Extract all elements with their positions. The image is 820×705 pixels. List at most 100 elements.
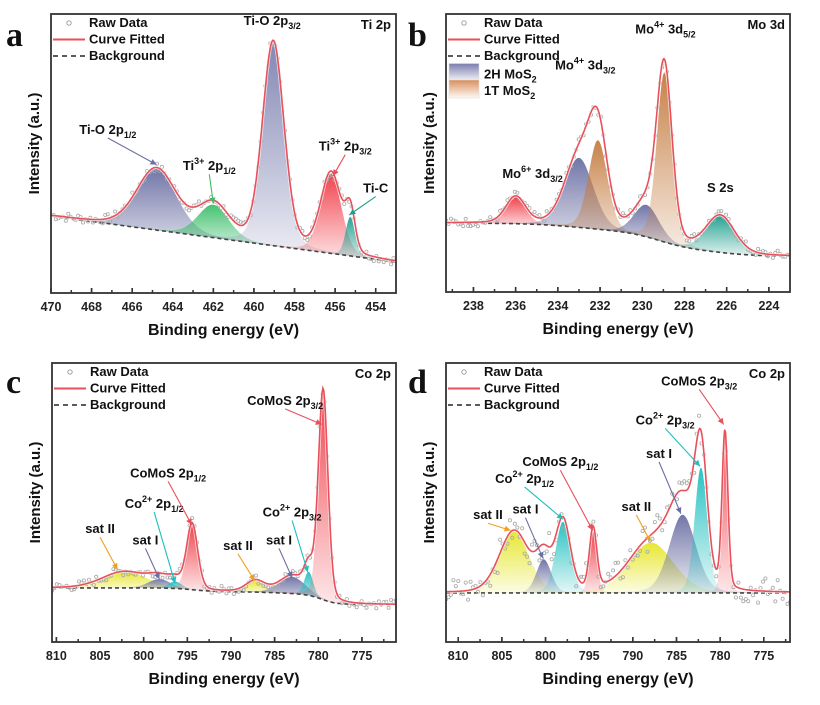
annotation-label: CoMoS 2p1/2 [522, 454, 598, 472]
raw-data-point [522, 551, 527, 556]
peak-annotation: CoMoS 2p3/2 [661, 373, 737, 425]
peak-s-2s [599, 216, 790, 257]
x-tick-label: 458 [284, 300, 305, 314]
x-tick-label: 460 [244, 300, 265, 314]
annotation-arrow [107, 137, 157, 166]
raw-data-point [478, 580, 483, 585]
arrow-head-icon [349, 208, 356, 215]
arrow-head-icon [675, 506, 682, 514]
panel-title: Co 2p [355, 366, 391, 381]
raw-data-point [598, 585, 603, 590]
peak-annotation: Ti3+ 2p3/2 [319, 137, 372, 177]
arrow-head-icon [186, 518, 192, 525]
raw-data-point [714, 574, 719, 579]
peak-sat-ii-2p1-2- [52, 571, 248, 592]
raw-data-marker-icon [461, 20, 467, 26]
raw-data-point [542, 218, 547, 223]
raw-data-point [537, 558, 542, 563]
raw-data-point [770, 255, 775, 260]
x-tick-label: 466 [122, 300, 143, 314]
annotation-label: Mo4+ 3d3/2 [555, 56, 615, 76]
x-tick-label: 800 [133, 649, 154, 663]
legend-label: Curve Fitted [89, 32, 165, 47]
legend-swatch-icon [448, 63, 480, 82]
x-tick-label: 805 [491, 649, 512, 663]
legend-swatch-icon [448, 79, 480, 99]
raw-data-point [466, 597, 471, 602]
raw-data-point [94, 574, 99, 579]
panel-letter: d [408, 364, 427, 401]
raw-data-point [770, 585, 775, 590]
raw-data-point [347, 603, 352, 608]
legend-item: 1T MoS2 [448, 79, 535, 101]
annotation-label: Ti3+ 2p1/2 [183, 156, 236, 176]
annotation-label: Ti-C [363, 181, 389, 196]
raw-data-point [241, 587, 246, 592]
peak-comos-2p1-2 [552, 531, 634, 593]
x-tick-label: 785 [264, 649, 285, 663]
annotation-arrow [153, 511, 176, 584]
annotation-label: sat II [473, 507, 503, 522]
peak-annotation: sat I [512, 502, 544, 559]
legend-item: Curve Fitted [448, 32, 560, 47]
arrow-head-icon [717, 417, 724, 425]
y-axis-title: Intensity (a.u.) [27, 442, 44, 544]
annotation-label: Co2+ 2p3/2 [636, 410, 695, 430]
annotation-label: CoMoS 2p3/2 [247, 393, 323, 411]
x-tick-label: 238 [463, 299, 484, 313]
peak-annotation: Ti-C [349, 181, 389, 216]
arrow-head-icon [693, 459, 701, 467]
axes-frame [50, 13, 397, 294]
raw-data-point [160, 575, 165, 580]
x-tick-label: 456 [325, 300, 346, 314]
raw-data-point [579, 574, 584, 579]
peak-annotation: Co2+ 2p3/2 [636, 410, 701, 467]
x-tick-label: 795 [177, 649, 198, 663]
x-axis-title: Binding energy (eV) [148, 322, 299, 339]
raw-data-point [453, 584, 458, 589]
raw-data-point [780, 596, 785, 601]
raw-data-point [684, 238, 689, 243]
legend-item: Background [448, 397, 560, 412]
raw-data-point [738, 595, 743, 600]
raw-data-point [339, 601, 344, 606]
raw-data-point [679, 481, 684, 486]
raw-data-point [461, 592, 466, 597]
peak-annotation: sat I [132, 532, 160, 580]
panel-letter: a [6, 17, 23, 54]
plot-area [51, 38, 396, 267]
raw-data-point [657, 516, 662, 521]
raw-data-point [446, 218, 448, 223]
raw-data-point [271, 585, 276, 590]
raw-data-point [381, 260, 386, 265]
raw-data-point [532, 209, 537, 214]
raw-data-point [544, 549, 549, 554]
x-tick-label: 790 [221, 649, 242, 663]
raw-data-point [591, 519, 596, 524]
legend-item: Curve Fitted [448, 381, 560, 396]
x-tick-label: 795 [579, 649, 600, 663]
y-axis-title: Intensity (a.u.) [421, 442, 438, 544]
legend-label: Background [484, 397, 560, 412]
raw-data-point [719, 209, 724, 214]
x-tick-label: 226 [716, 299, 737, 313]
peak-annotation: sat II [223, 538, 256, 581]
legend-label: Raw Data [484, 364, 543, 379]
x-axis-title: Binding energy (eV) [542, 321, 693, 338]
raw-data-point [167, 575, 172, 580]
raw-data-point [505, 541, 510, 546]
plot-area [52, 382, 396, 611]
raw-data-point [121, 573, 126, 578]
raw-data-point [697, 413, 702, 418]
arrow-head-icon [587, 523, 593, 531]
x-axis-title: Binding energy (eV) [542, 671, 693, 688]
raw-data-point [190, 516, 195, 521]
arrow-head-icon [303, 565, 309, 573]
legend-item: Background [53, 48, 165, 63]
peak-comos-2p1-2 [129, 524, 255, 593]
arrow-head-icon [209, 197, 216, 204]
raw-data-point [209, 590, 214, 595]
